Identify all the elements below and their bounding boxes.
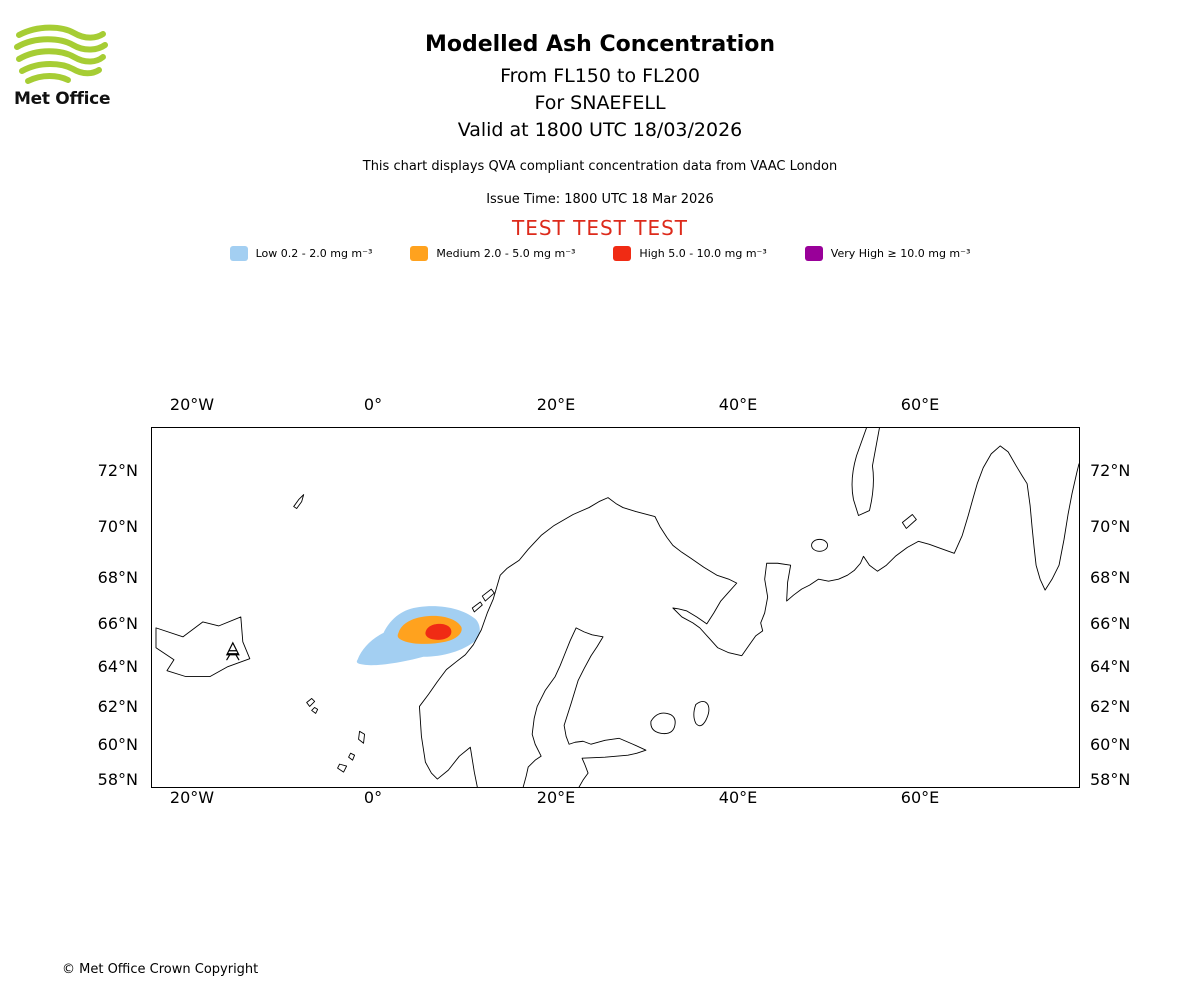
legend-item-very-high: Very High ≥ 10.0 mg m⁻³: [804, 246, 971, 261]
coastline-jan-mayen: [293, 494, 305, 509]
logo-wave-4: [19, 61, 102, 77]
volcano-marker-glyph: [225, 641, 240, 661]
lon-tick-bottom-20w: 20°W: [169, 788, 215, 807]
legend-label-low: Low 0.2 - 2.0 mg m⁻³: [255, 247, 373, 260]
lon-tick-top-40e: 40°E: [718, 395, 758, 414]
met-office-logo: Met Office: [14, 24, 134, 109]
logo-wave-5: [25, 73, 71, 84]
valid-time-subtitle: Valid at 1800 UTC 18/03/2026: [457, 119, 743, 141]
lat-tick-right-58n: 58°N: [1090, 770, 1131, 789]
volcano-marker: [225, 641, 240, 661]
legend-item-low: Low 0.2 - 2.0 mg m⁻³: [229, 246, 373, 261]
legend-label-medium: Medium 2.0 - 5.0 mg m⁻³: [436, 247, 576, 260]
coastlines: [155, 428, 1079, 787]
qva-description: This chart displays QVA compliant concen…: [362, 159, 838, 174]
lat-tick-left-62n: 62°N: [97, 697, 138, 716]
lon-tick-bottom-20e: 20°E: [536, 788, 576, 807]
legend-swatch-low: [229, 246, 248, 261]
logo-wave-1: [16, 24, 106, 41]
lon-tick-top-20e: 20°E: [536, 395, 576, 414]
issue-time: Issue Time: 1800 UTC 18 Mar 2026: [486, 192, 714, 207]
legend-swatch-medium: [410, 246, 429, 261]
lat-tick-left-66n: 66°N: [97, 614, 138, 633]
met-office-logo-waves: [14, 24, 108, 84]
coastline-iceland: [155, 616, 251, 678]
legend-item-high: High 5.0 - 10.0 mg m⁻³: [613, 246, 767, 261]
lat-tick-right-66n: 66°N: [1090, 614, 1131, 633]
page-title: Modelled Ash Concentration: [424, 32, 776, 57]
lat-tick-left-64n: 64°N: [97, 657, 138, 676]
lat-tick-right-64n: 64°N: [1090, 657, 1131, 676]
chart-header: Modelled Ash Concentration From FL150 to…: [0, 32, 1200, 261]
logo-wave-2: [14, 36, 108, 53]
lon-tick-top-0: 0°: [363, 395, 383, 414]
coastline-lake-ladoga: [650, 712, 676, 735]
lat-tick-left-60n: 60°N: [97, 735, 138, 754]
map-frame: [151, 427, 1080, 788]
ash-cloud: [356, 606, 480, 666]
coastline-novaya-zemlya: [851, 428, 880, 516]
lon-tick-top-60e: 60°E: [900, 395, 940, 414]
copyright: © Met Office Crown Copyright: [62, 962, 259, 977]
lat-tick-left-72n: 72°N: [97, 461, 138, 480]
coastline-kolguyev: [811, 538, 828, 552]
lat-tick-left-58n: 58°N: [97, 770, 138, 789]
lon-tick-top-20w: 20°W: [169, 395, 215, 414]
met-office-logo-text: Met Office: [14, 89, 111, 109]
ash-contour-high: [425, 623, 452, 640]
legend-label-very-high: Very High ≥ 10.0 mg m⁻³: [830, 247, 971, 260]
coastline-lofoten: [471, 588, 495, 613]
lat-tick-right-70n: 70°N: [1090, 517, 1131, 536]
lat-tick-right-62n: 62°N: [1090, 697, 1131, 716]
legend-swatch-very-high: [804, 246, 823, 261]
coastline-faroes: [306, 698, 319, 714]
map-canvas: [155, 428, 1079, 787]
lat-tick-right-72n: 72°N: [1090, 461, 1131, 480]
coastline-lake-onega: [693, 701, 710, 727]
lat-tick-left-68n: 68°N: [97, 568, 138, 587]
legend-swatch-high: [613, 246, 632, 261]
lat-tick-right-68n: 68°N: [1090, 568, 1131, 587]
legend-item-medium: Medium 2.0 - 5.0 mg m⁻³: [410, 246, 575, 261]
coastline-baltic: [522, 627, 647, 787]
coastline-vaygach: [901, 514, 917, 529]
logo-wave-3: [16, 48, 106, 65]
lon-tick-bottom-60e: 60°E: [900, 788, 940, 807]
coastline-shetland-orkney: [337, 730, 365, 773]
lat-tick-left-70n: 70°N: [97, 517, 138, 536]
legend-label-high: High 5.0 - 10.0 mg m⁻³: [639, 247, 767, 260]
legend: Low 0.2 - 2.0 mg m⁻³ Medium 2.0 - 5.0 mg…: [0, 246, 1200, 261]
lat-tick-right-60n: 60°N: [1090, 735, 1131, 754]
lon-tick-bottom-0: 0°: [363, 788, 383, 807]
lon-tick-bottom-40e: 40°E: [718, 788, 758, 807]
volcano-subtitle: For SNAEFELL: [534, 92, 666, 114]
test-banner: TEST TEST TEST: [511, 216, 688, 240]
coastline-mainland: [418, 445, 1079, 787]
flight-level-subtitle: From FL150 to FL200: [500, 65, 700, 87]
